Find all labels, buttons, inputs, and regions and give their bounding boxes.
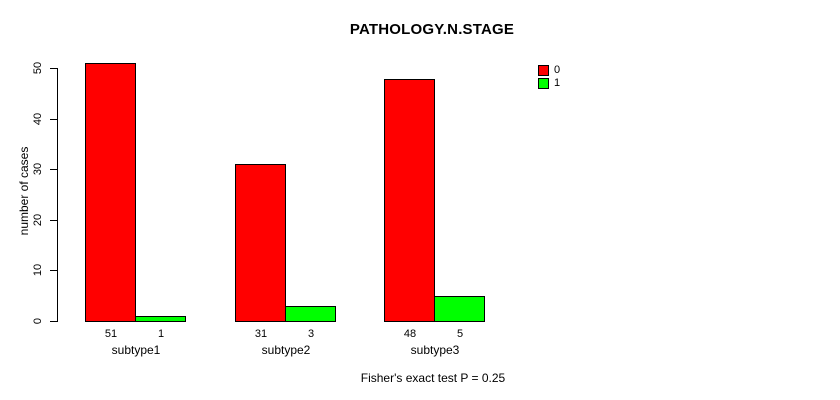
bar-count-label: 48 (403, 328, 417, 340)
category-label-subtype3: subtype3 (410, 343, 460, 357)
y-tick-label: 50 (32, 61, 44, 75)
y-tick (50, 68, 57, 69)
bar-count-label: 1 (157, 328, 165, 340)
y-tick (50, 321, 57, 322)
y-axis-label: number of cases (17, 146, 31, 236)
bar-subtype1-series-1 (135, 316, 186, 322)
y-axis-line (57, 68, 58, 322)
category-label-subtype2: subtype2 (261, 343, 311, 357)
y-tick-label: 10 (32, 263, 44, 277)
y-tick (50, 270, 57, 271)
legend-swatch-1 (538, 78, 549, 89)
bar-subtype3-series-0 (384, 79, 435, 322)
bar-count-label: 3 (307, 328, 315, 340)
bar-subtype2-series-0 (235, 164, 286, 322)
y-tick-label: 40 (32, 112, 44, 126)
chart-title: PATHOLOGY.N.STAGE (349, 21, 515, 38)
category-label-subtype1: subtype1 (111, 343, 161, 357)
y-tick (50, 169, 57, 170)
y-tick-label: 20 (32, 213, 44, 227)
annotation-text: Fisher's exact test P = 0.25 (360, 371, 506, 385)
bar-count-label: 31 (254, 328, 268, 340)
y-tick-label: 30 (32, 162, 44, 176)
bar-count-label: 51 (104, 328, 118, 340)
legend-swatch-0 (538, 65, 549, 76)
bar-subtype2-series-1 (285, 306, 336, 322)
bar-count-label: 5 (456, 328, 464, 340)
bar-subtype3-series-1 (434, 296, 485, 322)
legend-label-1: 1 (554, 77, 561, 89)
y-tick (50, 119, 57, 120)
y-tick-label: 0 (32, 317, 44, 325)
legend-label-0: 0 (554, 64, 561, 76)
y-tick (50, 220, 57, 221)
bar-subtype1-series-0 (85, 63, 136, 322)
